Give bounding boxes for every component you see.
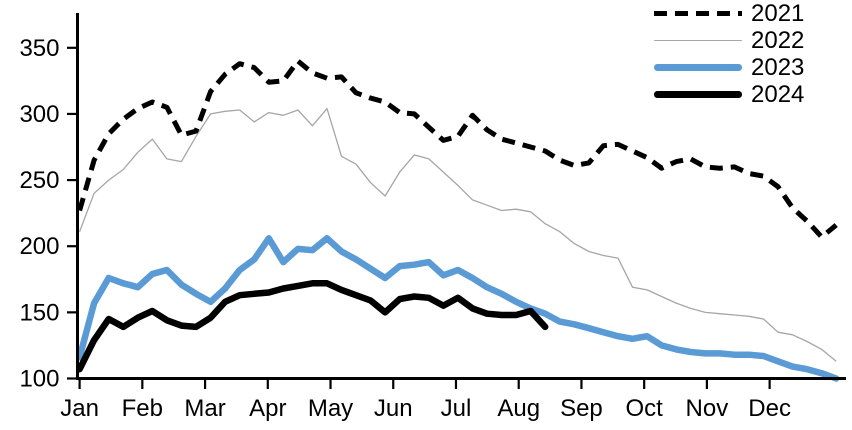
x-tick-label: Feb — [122, 395, 163, 422]
legend-label-2022: 2022 — [751, 26, 805, 54]
legend-label-2023: 2023 — [751, 53, 805, 81]
legend-item-2023: 2023 — [654, 54, 804, 81]
x-tick-label: Oct — [625, 395, 663, 422]
y-tick-label: 350 — [19, 35, 59, 62]
legend-line-2021-dashed — [654, 11, 742, 16]
legend-label-2021: 2021 — [751, 0, 805, 27]
series-line-2024 — [76, 280, 549, 373]
y-tick-label: 100 — [19, 366, 59, 393]
legend-item-2022: 2022 — [654, 27, 804, 54]
x-tick-label: Mar — [184, 395, 225, 422]
legend-line-2023-blue — [654, 64, 742, 71]
legend-line-2022-thin — [654, 39, 742, 42]
series-line-2023 — [76, 235, 840, 382]
legend-line-2024-black — [654, 91, 742, 98]
x-tick-label: Aug — [497, 395, 540, 422]
y-tick-label: 250 — [19, 167, 59, 194]
series-line-2021 — [77, 58, 838, 240]
x-tick-label: May — [308, 395, 353, 422]
legend-item-2021: 2021 — [654, 0, 804, 27]
x-tick-label: Jun — [374, 395, 413, 422]
y-tick-label: 300 — [19, 101, 59, 128]
x-tick-label: Jul — [441, 395, 472, 422]
x-tick-label: Sep — [560, 395, 603, 422]
legend-item-2024: 2024 — [654, 81, 804, 108]
legend-label-2024: 2024 — [751, 80, 805, 108]
x-tick-label: Apr — [249, 395, 286, 422]
legend: 2021 2022 2023 2024 — [654, 0, 804, 108]
series-line-2022 — [78, 107, 837, 362]
x-tick-label: Nov — [686, 395, 729, 422]
x-tick-label: Dec — [748, 395, 791, 422]
x-tick-label: Jan — [60, 395, 99, 422]
y-tick-label: 200 — [19, 233, 59, 260]
y-tick-label: 150 — [19, 299, 59, 326]
